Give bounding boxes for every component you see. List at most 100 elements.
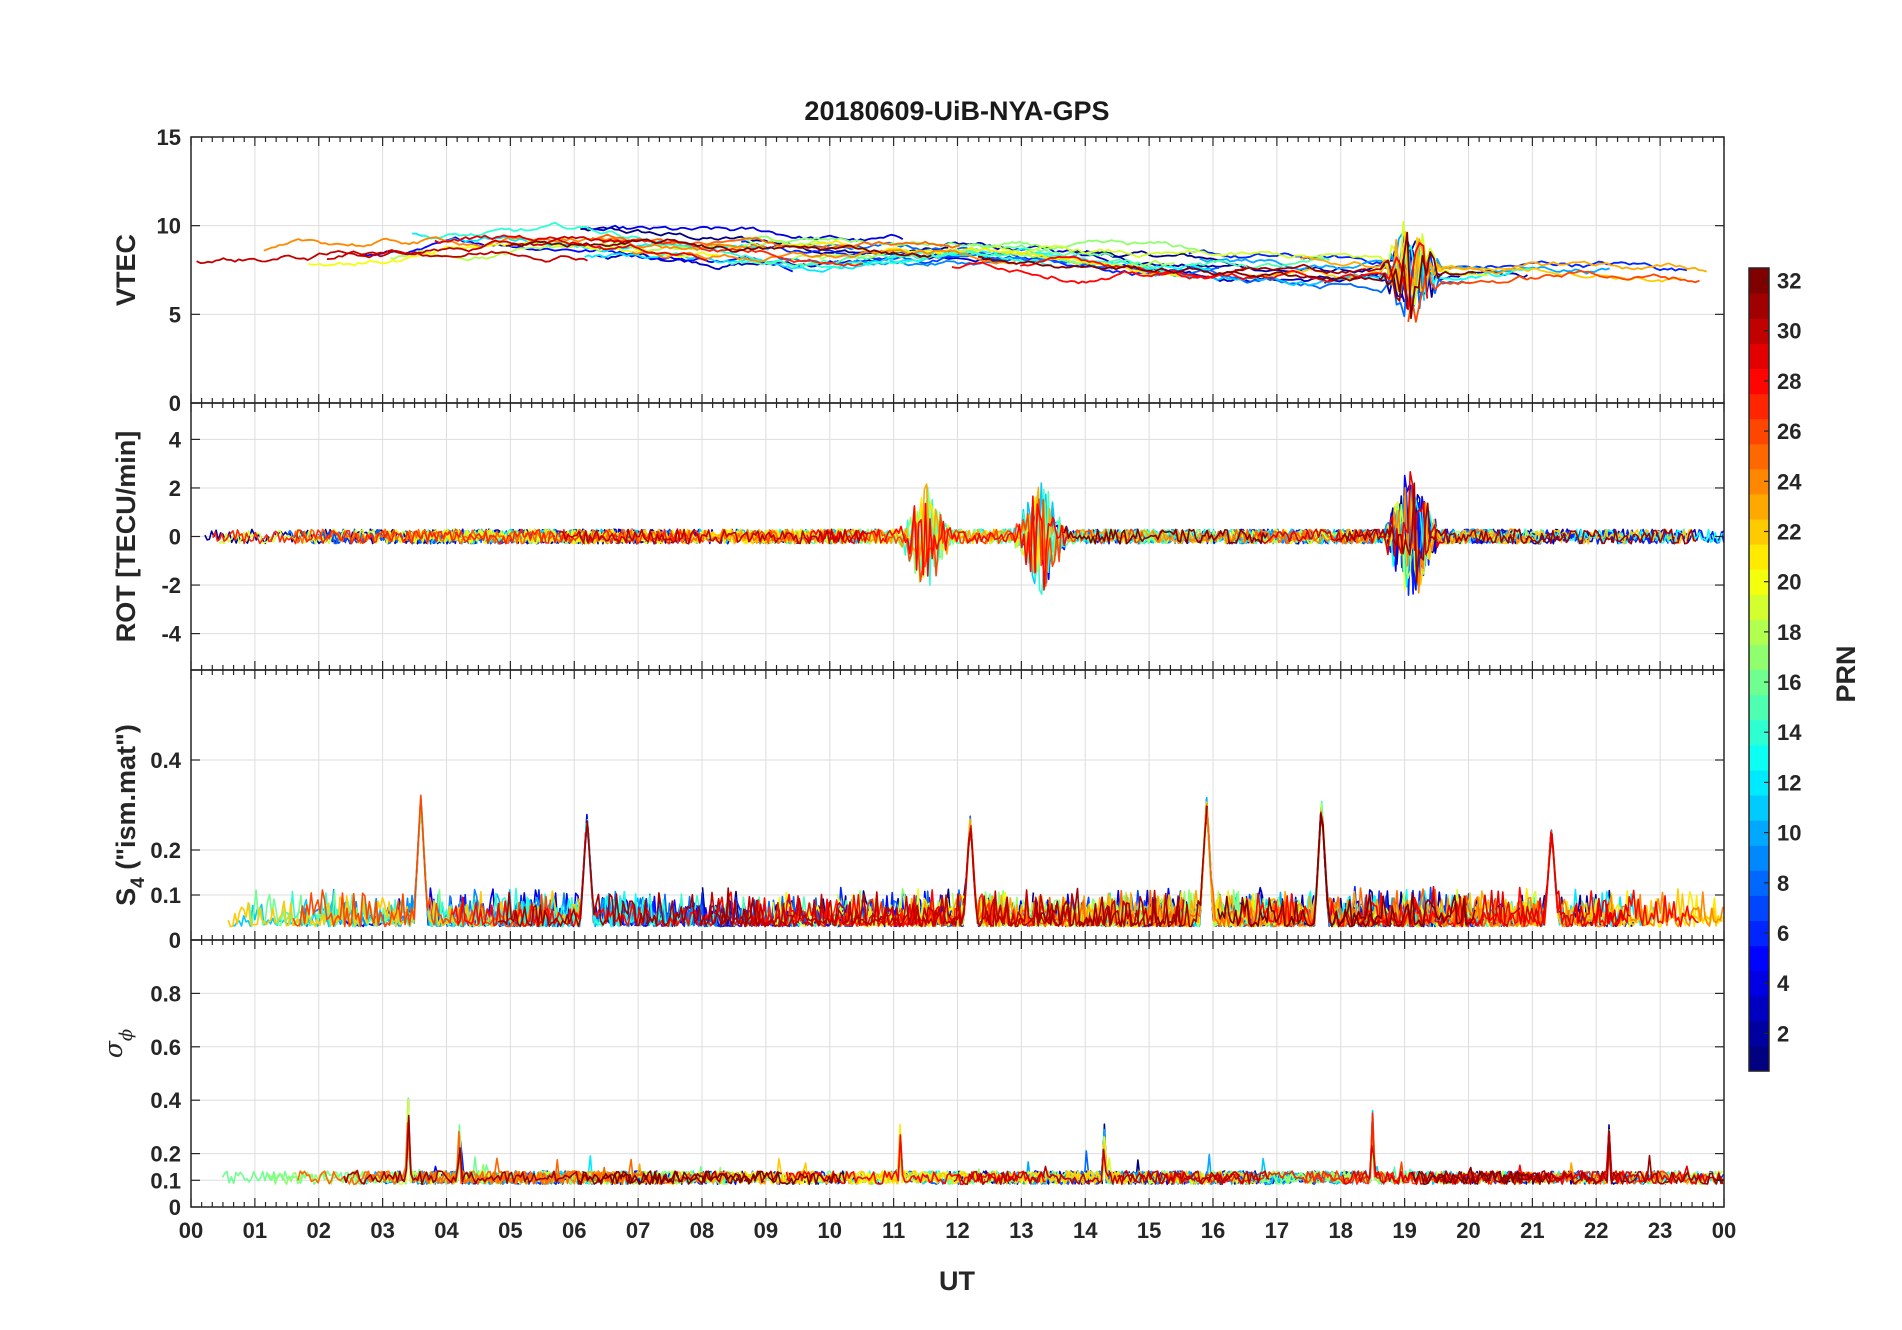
- series-prn-28: [450, 826, 947, 928]
- x-tick-label: 08: [690, 1218, 714, 1243]
- series-prn-25: [591, 233, 960, 250]
- series-prn-31: [1335, 482, 1697, 584]
- x-tick-label: 21: [1520, 1218, 1544, 1243]
- y-tick-label: 0.1: [150, 883, 181, 908]
- series-prn-30: [326, 235, 630, 260]
- x-tick-label: 20: [1456, 1218, 1480, 1243]
- x-tick-label: 10: [818, 1218, 842, 1243]
- x-tick-label: 09: [754, 1218, 778, 1243]
- x-tick-label: 15: [1137, 1218, 1161, 1243]
- series-prn-14: [420, 221, 648, 241]
- colorbar-band-prn-11: [1749, 794, 1769, 821]
- x-tick-label: 19: [1392, 1218, 1416, 1243]
- x-tick-label: 18: [1329, 1218, 1353, 1243]
- x-tick-label: 07: [626, 1218, 650, 1243]
- series-prn-27: [602, 238, 864, 267]
- colorbar-band-prn-5: [1749, 945, 1769, 972]
- colorbar-tick-label: 16: [1777, 670, 1801, 695]
- x-tick-label: 02: [307, 1218, 331, 1243]
- series-prn-31: [1420, 1130, 1724, 1185]
- colorbar-band-prn-19: [1749, 594, 1769, 620]
- series-prn-18: [390, 239, 863, 262]
- x-tick-label: 04: [434, 1218, 459, 1243]
- panel-vtec: 0 5 10 15 VTEC: [111, 125, 1725, 416]
- colorbar-band-prn-23: [1749, 493, 1769, 520]
- colorbar-tick-label: 10: [1777, 821, 1801, 846]
- series-prn-1: [1076, 249, 1234, 266]
- x-tick-label: 12: [945, 1218, 969, 1243]
- y-tick-label: 0.1: [150, 1168, 181, 1193]
- vtec-y-label: VTEC: [111, 234, 141, 306]
- series-prn-24: [631, 249, 1016, 265]
- colorbar-band-prn-32: [1749, 268, 1769, 294]
- x-tick-label: 16: [1201, 1218, 1225, 1243]
- vtec-series: [196, 221, 1707, 323]
- series-prn-22: [1419, 515, 1697, 586]
- colorbar-tick-label: 2: [1777, 1021, 1789, 1046]
- x-tick-label: 14: [1073, 1218, 1098, 1243]
- sigma_phi-grid: [191, 940, 1724, 1207]
- panel-sigma-phi: 00.10.2 0.4 0.6 0.8 σϕ 00 01 02 03 04 05 06 07 08 09 10…: [99, 939, 1736, 1243]
- sigma-y-label: σϕ: [99, 1029, 137, 1058]
- colorbar-band-prn-30: [1749, 318, 1769, 344]
- series-prn-26: [1407, 260, 1700, 323]
- y-tick-label: -2: [161, 573, 181, 598]
- colorbar-tick-label: 20: [1777, 570, 1801, 595]
- x-tick-label: 11: [882, 1218, 905, 1243]
- colorbar-band-prn-18: [1749, 619, 1769, 646]
- x-tick-label: 06: [562, 1218, 586, 1243]
- colorbar-tick-label: 18: [1777, 620, 1801, 645]
- s4-y-label-suffix: ("ism.mat"): [111, 724, 141, 877]
- series-prn-27: [212, 528, 704, 545]
- colorbar-band-prn-22: [1749, 518, 1769, 545]
- colorbar-band-prn-31: [1749, 293, 1769, 319]
- y-tick-label: 0: [169, 928, 181, 953]
- colorbar-band-prn-15: [1749, 694, 1769, 721]
- series-prn-5: [1018, 484, 1490, 595]
- colorbar-band-prn-13: [1749, 744, 1769, 771]
- vtec-grid: [191, 137, 1724, 403]
- sigma-y-label-sub: ϕ: [116, 1029, 137, 1041]
- y-tick-label: 0.2: [150, 1142, 181, 1167]
- series-prn-31: [1234, 258, 1409, 310]
- series-prn-30: [1117, 1170, 1270, 1185]
- colorbar-tick-label: 8: [1777, 871, 1789, 896]
- x-axis-label: UT: [939, 1266, 975, 1296]
- y-tick-label: 5: [169, 302, 181, 327]
- series-prn-32: [578, 1170, 846, 1186]
- y-tick-label: 0: [169, 525, 181, 550]
- colorbar-band-prn-9: [1749, 845, 1769, 871]
- x-tick-label: 03: [370, 1218, 394, 1243]
- s4-y-label: S4 ("ism.mat"): [111, 724, 149, 906]
- x-tick-label: 05: [498, 1218, 522, 1243]
- colorbar-band-prn-7: [1749, 895, 1769, 922]
- series-prn-31: [1034, 805, 1208, 928]
- x-tick-label: 22: [1584, 1218, 1608, 1243]
- y-tick-label: -4: [161, 622, 181, 647]
- series-prn-29: [1357, 833, 1631, 928]
- colorbar-band-prn-2: [1749, 1020, 1769, 1047]
- y-tick-label: 4: [169, 427, 182, 452]
- sigma_phi-ticks: 00.10.2 0.4 0.6 0.8: [150, 940, 1725, 1220]
- colorbar-band-prn-6: [1749, 920, 1769, 947]
- colorbar-tick-label: 22: [1777, 519, 1801, 544]
- rot-series: [204, 471, 1724, 596]
- s4-y-label-sub: 4: [128, 877, 149, 888]
- colorbar-tick-label: 6: [1777, 921, 1789, 946]
- series-prn-24: [263, 236, 767, 252]
- s4-y-label-main: S: [111, 888, 141, 906]
- colorbar-band-prn-12: [1749, 769, 1769, 796]
- y-tick-label: 0.2: [150, 838, 181, 863]
- series-prn-26: [292, 794, 552, 928]
- y-tick-label: 0: [169, 1195, 181, 1220]
- colorbar-band-prn-28: [1749, 368, 1769, 395]
- x-tick-label: 13: [1009, 1218, 1033, 1243]
- y-tick-label: 10: [157, 214, 181, 239]
- series-prn-31: [497, 820, 761, 928]
- colorbar-band-prn-16: [1749, 669, 1769, 696]
- series-prn-2: [204, 528, 559, 545]
- series-prn-28: [951, 242, 1429, 311]
- colorbar-tick-label: 28: [1777, 369, 1801, 394]
